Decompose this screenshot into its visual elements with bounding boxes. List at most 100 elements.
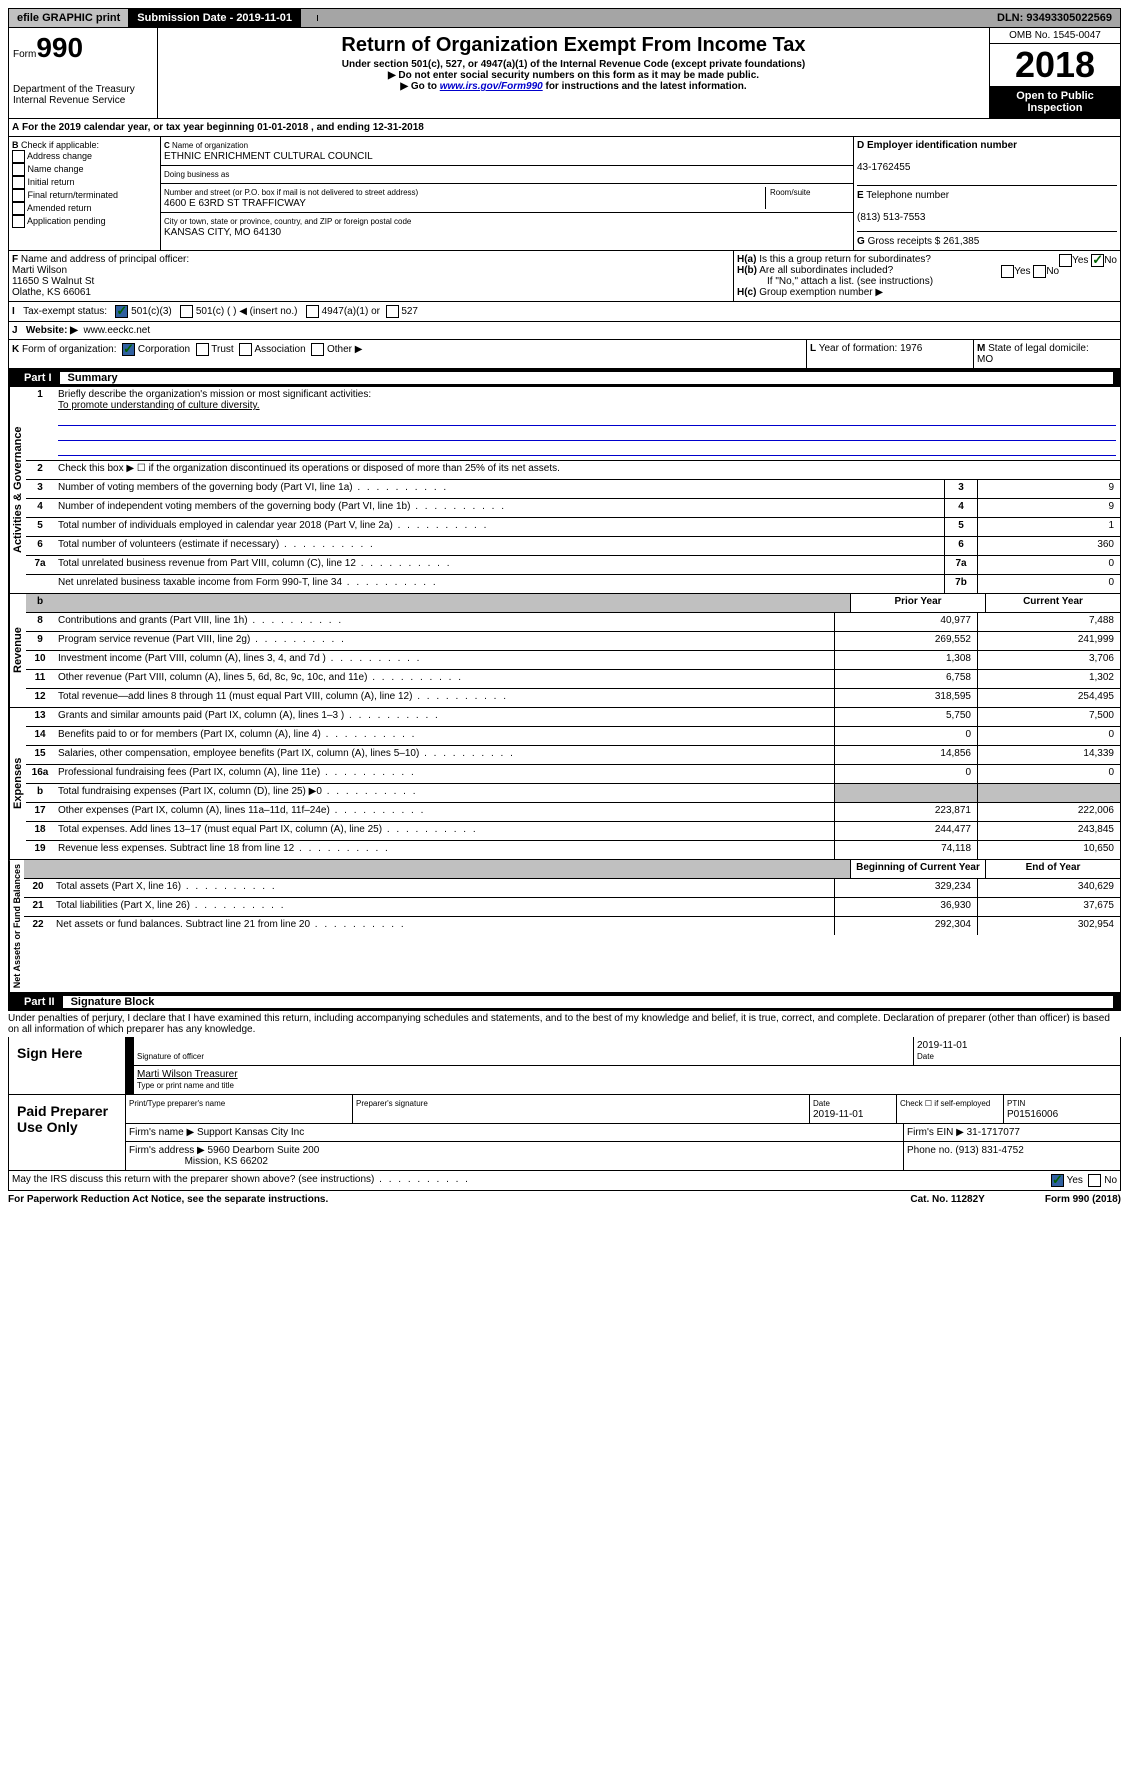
table-row: 7aTotal unrelated business revenue from … bbox=[26, 556, 1120, 575]
perjury-text: Under penalties of perjury, I declare th… bbox=[8, 1011, 1121, 1037]
discuss-row: May the IRS discuss this return with the… bbox=[8, 1171, 1121, 1191]
table-row: 18Total expenses. Add lines 13–17 (must … bbox=[26, 822, 1120, 841]
opt-4947: 4947(a)(1) or bbox=[322, 306, 380, 317]
website-label: Website: ▶ bbox=[26, 325, 78, 336]
application-pending-checkbox[interactable] bbox=[12, 215, 25, 228]
section-d: D Employer identification number 43-1762… bbox=[853, 137, 1120, 250]
opt-501c: 501(c) ( ) ◀ (insert no.) bbox=[196, 306, 298, 317]
paid-preparer-label: Paid Preparer Use Only bbox=[9, 1095, 126, 1170]
check-applicable-label: Check if applicable: bbox=[21, 140, 99, 150]
phone-label: Telephone number bbox=[866, 190, 949, 201]
form-org-label: Form of organization: bbox=[22, 344, 117, 355]
form-header: Form990 Department of the Treasury Inter… bbox=[8, 28, 1121, 119]
top-bar: efile GRAPHIC print Submission Date - 20… bbox=[8, 8, 1121, 28]
part2-label: Part II bbox=[16, 996, 63, 1008]
officer-print-name: Marti Wilson Treasurer bbox=[137, 1069, 238, 1080]
receipts-label: Gross receipts $ bbox=[868, 236, 944, 247]
domicile-label: State of legal domicile: bbox=[988, 343, 1089, 354]
opt-final: Final return/terminated bbox=[28, 190, 119, 200]
part1-header: Part I Summary bbox=[8, 369, 1121, 387]
goto-pre: ▶ Go to bbox=[400, 81, 439, 92]
discuss-text: May the IRS discuss this return with the… bbox=[12, 1174, 470, 1187]
table-row: 20Total assets (Part X, line 16)329,2343… bbox=[24, 879, 1120, 898]
501c-checkbox[interactable] bbox=[180, 305, 193, 318]
revenue-section: Revenue b Prior Year Current Year 8Contr… bbox=[8, 594, 1121, 708]
hb-no-checkbox[interactable] bbox=[1033, 265, 1046, 278]
ha-no-checkbox[interactable] bbox=[1091, 254, 1104, 267]
end-year-header: End of Year bbox=[985, 860, 1120, 878]
firm-name-label: Firm's name ▶ bbox=[129, 1127, 194, 1138]
firm-phone: (913) 831-4752 bbox=[955, 1145, 1023, 1156]
officer-name: Marti Wilson bbox=[12, 265, 67, 276]
firm-addr-label: Firm's address ▶ bbox=[129, 1145, 205, 1156]
table-row: 6Total number of volunteers (estimate if… bbox=[26, 537, 1120, 556]
opt-amended: Amended return bbox=[27, 203, 92, 213]
section-b: B Check if applicable: Address change Na… bbox=[9, 137, 161, 250]
hb-note: If "No," attach a list. (see instruction… bbox=[737, 276, 933, 287]
subtitle-2: ▶ Do not enter social security numbers o… bbox=[162, 70, 985, 81]
ptin-value: P01516006 bbox=[1007, 1109, 1058, 1120]
subtitle-1: Under section 501(c), 527, or 4947(a)(1)… bbox=[162, 59, 985, 70]
table-row: Net unrelated business taxable income fr… bbox=[26, 575, 1120, 593]
firm-addr2: Mission, KS 66202 bbox=[185, 1156, 268, 1167]
dept-treasury: Department of the Treasury Internal Reve… bbox=[13, 84, 153, 106]
section-fh: F Name and address of principal officer:… bbox=[8, 251, 1121, 302]
opt-other: Other ▶ bbox=[327, 344, 362, 355]
opt-trust: Trust bbox=[211, 344, 233, 355]
final-return-checkbox[interactable] bbox=[12, 189, 25, 202]
officer-label: Name and address of principal officer: bbox=[21, 254, 189, 265]
amended-return-checkbox[interactable] bbox=[12, 202, 25, 215]
self-employed-label: Check ☐ if self-employed bbox=[900, 1099, 990, 1108]
city-state-zip: KANSAS CITY, MO 64130 bbox=[164, 227, 281, 238]
table-row: 13Grants and similar amounts paid (Part … bbox=[26, 708, 1120, 727]
governance-section: Activities & Governance 1 Briefly descri… bbox=[8, 387, 1121, 594]
addr-label: Number and street (or P.O. box if mail i… bbox=[164, 188, 418, 197]
subordinates-label: Are all subordinates included? bbox=[759, 265, 893, 276]
tax-exempt-label: Tax-exempt status: bbox=[23, 306, 107, 317]
corp-checkbox[interactable] bbox=[122, 343, 135, 356]
section-klm: K Form of organization: Corporation Trus… bbox=[8, 340, 1121, 369]
firm-name: Support Kansas City Inc bbox=[197, 1127, 304, 1138]
other-checkbox[interactable] bbox=[311, 343, 324, 356]
initial-return-checkbox[interactable] bbox=[12, 176, 25, 189]
4947-checkbox[interactable] bbox=[306, 305, 319, 318]
irs-link[interactable]: www.irs.gov/Form990 bbox=[440, 81, 543, 92]
hb-yes-checkbox[interactable] bbox=[1001, 265, 1014, 278]
opt-pending: Application pending bbox=[27, 216, 106, 226]
goto-post: for instructions and the latest informat… bbox=[543, 81, 747, 92]
discuss-yes-checkbox[interactable] bbox=[1051, 1174, 1064, 1187]
sig-date-label: Date bbox=[917, 1052, 934, 1061]
ha-yes-checkbox[interactable] bbox=[1059, 254, 1072, 267]
section-i: I Tax-exempt status: 501(c)(3) 501(c) ( … bbox=[8, 302, 1121, 322]
footer-right: Form 990 (2018) bbox=[1045, 1194, 1121, 1205]
opt-address: Address change bbox=[27, 151, 92, 161]
address-change-checkbox[interactable] bbox=[12, 150, 25, 163]
prep-print-label: Print/Type preparer's name bbox=[129, 1099, 225, 1108]
table-row: 17Other expenses (Part IX, column (A), l… bbox=[26, 803, 1120, 822]
501c3-checkbox[interactable] bbox=[115, 305, 128, 318]
assoc-checkbox[interactable] bbox=[239, 343, 252, 356]
table-row: 16aProfessional fundraising fees (Part I… bbox=[26, 765, 1120, 784]
current-year-header: Current Year bbox=[985, 594, 1120, 612]
opt-name: Name change bbox=[28, 164, 84, 174]
table-row: 22Net assets or fund balances. Subtract … bbox=[24, 917, 1120, 935]
tax-year-range: For the 2019 calendar year, or tax year … bbox=[22, 122, 424, 133]
efile-button[interactable]: efile GRAPHIC print bbox=[9, 9, 129, 27]
table-row: 3Number of voting members of the governi… bbox=[26, 480, 1120, 499]
table-row: 19Revenue less expenses. Subtract line 1… bbox=[26, 841, 1120, 859]
name-change-checkbox[interactable] bbox=[12, 163, 25, 176]
group-return-label: Is this a group return for subordinates? bbox=[759, 254, 931, 265]
trust-checkbox[interactable] bbox=[196, 343, 209, 356]
527-checkbox[interactable] bbox=[386, 305, 399, 318]
signature-block: Sign Here Signature of officer 2019-11-0… bbox=[8, 1037, 1121, 1171]
omb-number: OMB No. 1545-0047 bbox=[990, 28, 1120, 44]
table-row: 14Benefits paid to or for members (Part … bbox=[26, 727, 1120, 746]
dba-label: Doing business as bbox=[164, 170, 229, 179]
table-row: 21Total liabilities (Part X, line 26)36,… bbox=[24, 898, 1120, 917]
gross-receipts: 261,385 bbox=[943, 236, 979, 247]
discuss-no-checkbox[interactable] bbox=[1088, 1174, 1101, 1187]
group-exemption-label: Group exemption number ▶ bbox=[759, 287, 883, 298]
prep-date-label: Date bbox=[813, 1099, 830, 1108]
table-row: 15Salaries, other compensation, employee… bbox=[26, 746, 1120, 765]
tax-year: 2018 bbox=[990, 44, 1120, 86]
